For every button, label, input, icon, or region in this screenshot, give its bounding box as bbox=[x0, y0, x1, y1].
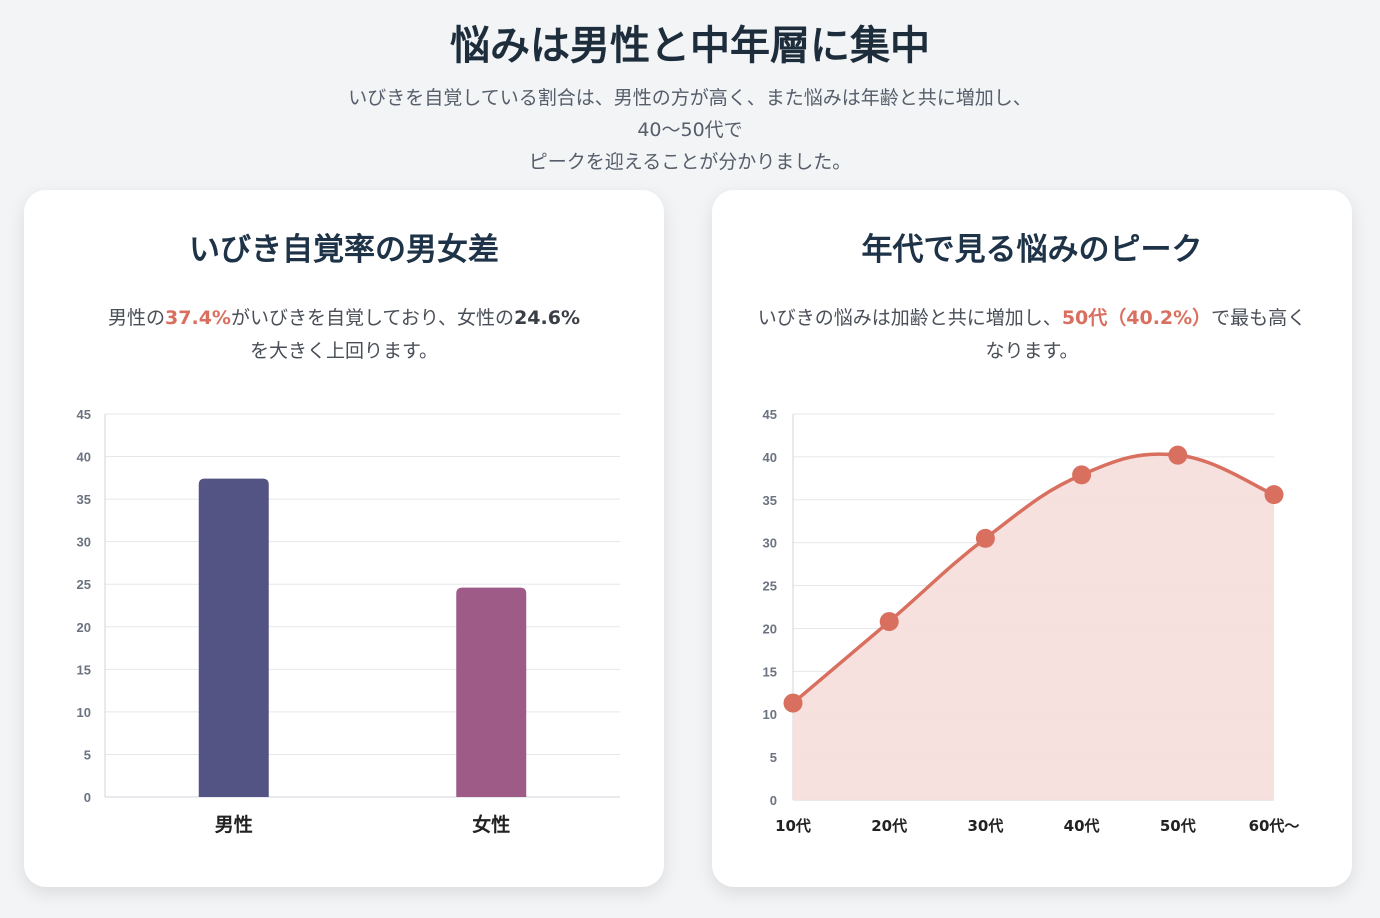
gender-bar-chart: 0 5 10 15 20 25 30 35 40 45 男性 女性 bbox=[77, 407, 620, 836]
y-tick-label: 35 bbox=[763, 493, 777, 508]
y-tick-label: 45 bbox=[763, 407, 777, 422]
data-point-1 bbox=[879, 612, 899, 632]
desc-text: いびきの悩みは加齢と共に増加し、 bbox=[757, 307, 1062, 329]
x-category-label: 40代 bbox=[1064, 817, 1100, 835]
bar-0 bbox=[198, 478, 269, 797]
peak-highlight: 50代（40.2%） bbox=[1061, 307, 1212, 329]
y-tick-label: 0 bbox=[84, 790, 91, 805]
y-tick-label: 10 bbox=[77, 705, 91, 720]
age-chart-card: 年代で見る悩みのピーク いびきの悩みは加齢と共に増加し、50代（40.2%）で最… bbox=[712, 190, 1352, 887]
data-point-0 bbox=[783, 693, 803, 713]
x-category-label: 50代 bbox=[1160, 817, 1196, 835]
desc-text: を大きく上回ります。 bbox=[249, 340, 439, 362]
desc-text: 男性の bbox=[108, 307, 166, 329]
page-subtitle: いびきを自覚している割合は、男性の方が高く、また悩みは年齢と共に増加し、40〜5… bbox=[340, 82, 1040, 178]
y-tick-label: 5 bbox=[84, 747, 91, 762]
data-point-5 bbox=[1264, 485, 1284, 505]
y-tick-label: 15 bbox=[763, 664, 777, 679]
age-chart-description: いびきの悩みは加齢と共に増加し、50代（40.2%）で最も高くなります。 bbox=[752, 302, 1312, 368]
y-tick-label: 20 bbox=[77, 620, 91, 635]
data-point-4 bbox=[1168, 445, 1188, 465]
bar-1 bbox=[456, 587, 527, 797]
page-title: 悩みは男性と中年層に集中 bbox=[450, 23, 930, 69]
data-point-2 bbox=[975, 528, 995, 548]
area-fill bbox=[793, 454, 1274, 800]
page-subtitle-line1: いびきを自覚している割合は、男性の方が高く、また悩みは年齢と共に増加し、40〜5… bbox=[348, 87, 1032, 141]
x-category-label: 20代 bbox=[871, 817, 907, 835]
age-area-chart: 0 5 10 15 20 25 30 35 40 45 10代 20代 30代 40代 50代 60代〜 bbox=[763, 407, 1300, 835]
y-tick-label: 40 bbox=[77, 450, 91, 465]
y-tick-label: 0 bbox=[770, 793, 777, 808]
y-tick-label: 15 bbox=[77, 662, 91, 677]
female-rate-highlight: 24.6% bbox=[514, 307, 580, 329]
page-subtitle-line2: ピークを迎えることが分かりました。 bbox=[528, 151, 852, 173]
y-tick-label: 25 bbox=[763, 579, 777, 594]
gender-chart-description: 男性の37.4%がいびきを自覚しており、女性の24.6% を大きく上回ります。 bbox=[64, 302, 624, 368]
x-category-label: 30代 bbox=[967, 817, 1003, 835]
y-tick-label: 10 bbox=[763, 707, 777, 722]
desc-text: で最も高くなります。 bbox=[985, 307, 1307, 362]
y-tick-label: 25 bbox=[77, 577, 91, 592]
x-category-label: 60代〜 bbox=[1249, 817, 1300, 835]
desc-text: がいびきを自覚しており、女性の bbox=[230, 307, 515, 329]
y-tick-label: 20 bbox=[763, 621, 777, 636]
y-tick-label: 5 bbox=[770, 750, 777, 765]
y-tick-label: 40 bbox=[763, 450, 777, 465]
y-tick-label: 35 bbox=[77, 492, 91, 507]
gender-chart-card: いびき自覚率の男女差 男性の37.4%がいびきを自覚しており、女性の24.6% を… bbox=[24, 190, 664, 887]
data-point-3 bbox=[1072, 465, 1092, 485]
male-rate-highlight: 37.4% bbox=[165, 307, 231, 329]
x-category-label: 女性 bbox=[472, 813, 510, 836]
x-category-label: 男性 bbox=[215, 813, 253, 836]
gender-chart-title: いびき自覚率の男女差 bbox=[189, 232, 499, 268]
x-category-label: 10代 bbox=[775, 817, 811, 835]
y-tick-label: 45 bbox=[77, 407, 91, 422]
y-tick-label: 30 bbox=[77, 535, 91, 550]
y-tick-label: 30 bbox=[763, 536, 777, 551]
age-chart-title: 年代で見る悩みのピーク bbox=[861, 232, 1203, 268]
